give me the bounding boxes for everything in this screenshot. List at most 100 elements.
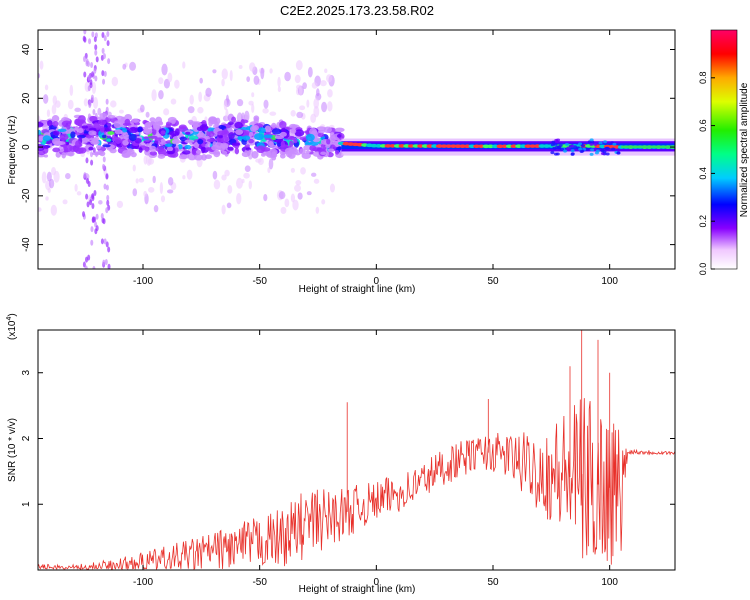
spectrogram-noise-blob <box>74 107 81 112</box>
spectrogram-band-blob <box>128 126 138 134</box>
snr-y-label: SNR (10 * v/v) <box>7 418 18 482</box>
spectrogram-streak <box>101 32 105 39</box>
spectrogram-noise-blob <box>98 200 103 205</box>
spectrogram-noise-blob <box>170 98 177 105</box>
spectrogram-band-blob <box>215 142 224 148</box>
spectrogram-noise-blob <box>236 177 243 189</box>
spectrogram-band-blob <box>320 151 327 156</box>
spectrogram-band-blob <box>160 130 166 135</box>
spectrogram-band-blob <box>605 146 610 150</box>
spectrogram-band-blob <box>301 152 311 159</box>
spectrogram-band-blob <box>320 143 327 151</box>
spectrogram-band-blob <box>209 130 215 138</box>
x-tick-label: 0 <box>374 577 380 588</box>
spectrogram-band-blob <box>88 127 97 131</box>
y-tick-label: 40 <box>21 44 32 56</box>
spectrogram-band-blob <box>589 138 594 142</box>
spectrogram-band-blob <box>234 147 240 155</box>
spectrogram-x-axis: -100 -50 0 50 100 <box>133 30 618 287</box>
spectrogram-noise-blob <box>306 99 310 108</box>
spectrogram-streak <box>83 36 87 43</box>
spectrogram-band-blob <box>52 121 59 127</box>
spectrogram-noise-blob <box>221 78 225 87</box>
spectrogram-streak <box>90 62 94 69</box>
spectrogram-band-blob <box>52 147 61 153</box>
spectrogram-band-blob <box>74 147 84 155</box>
snr-x-label: Height of straight line (km) <box>299 584 416 595</box>
spectrogram-band-blob <box>555 152 560 156</box>
spectrogram-noise-blob <box>187 106 195 114</box>
spectrogram-band-blob <box>289 140 294 148</box>
spectrogram-noise-blob <box>284 198 290 208</box>
spectrogram-noise-blob <box>38 207 42 212</box>
spectrogram-band-blob <box>245 146 250 151</box>
spectrogram-noise-blob <box>39 60 44 70</box>
spectrogram-streak <box>93 36 97 43</box>
spectrogram-band-blob <box>265 151 272 157</box>
spectrogram-noise-blob <box>145 111 150 118</box>
spectrogram-streak <box>91 202 95 209</box>
spectrogram-noise-blob <box>198 91 203 103</box>
spectrogram-noise-blob <box>255 158 262 163</box>
spectrogram-noise-blob <box>122 63 127 70</box>
spectrogram-streak <box>84 265 88 269</box>
spectrogram-band-blob <box>581 144 586 148</box>
spectrogram-noise-blob <box>111 76 119 87</box>
spectrogram-noise-blob <box>46 109 51 118</box>
spectrogram-band-blob <box>326 138 331 145</box>
spectrogram-streak <box>92 108 96 115</box>
spectrogram-band-blob <box>328 136 336 143</box>
spectrogram-band-blob <box>168 131 179 136</box>
snr-background <box>38 330 675 570</box>
x-tick-label: 50 <box>487 276 499 287</box>
spectrogram-streak <box>93 190 97 197</box>
spectrogram-noise-blob <box>65 172 71 180</box>
spectrogram-noise-blob <box>167 72 173 83</box>
spectrogram-noise-blob <box>152 175 156 184</box>
spectrogram-band-blob <box>128 133 137 141</box>
spectrogram-streak <box>107 246 111 253</box>
spectrogram-noise-blob <box>138 177 145 183</box>
spectrogram-streak <box>85 60 89 67</box>
colorbar-tick-label: 0.2 <box>698 215 708 228</box>
spectrogram-band-blob <box>251 150 259 159</box>
spectrogram-streak <box>90 94 94 101</box>
spectrogram-noise-blob <box>163 108 170 116</box>
spectrogram-band-blob <box>252 124 259 131</box>
spectrogram-band-blob <box>90 139 100 145</box>
spectrogram-band-blob <box>323 126 332 134</box>
spectrogram-streak <box>85 157 89 164</box>
spectrogram-band-blob <box>235 129 244 135</box>
spectrogram-streak <box>106 30 110 37</box>
spectrogram-noise-blob <box>229 69 233 82</box>
spectrogram-noise-blob <box>212 69 217 74</box>
spectrogram-noise-blob <box>294 184 301 192</box>
x-tick-label: 50 <box>487 577 499 588</box>
x-tick-label: 100 <box>601 577 618 588</box>
spectrogram-band-blob <box>166 150 175 155</box>
spectrogram-noise-blob <box>197 106 204 114</box>
spectrogram-noise-blob <box>321 101 328 113</box>
spectrogram-streak <box>90 226 94 233</box>
spectrogram-noise-blob <box>42 94 49 104</box>
spectrogram-band-blob <box>122 139 129 146</box>
spectrogram-streak <box>95 56 99 63</box>
spectrogram-streak <box>105 207 109 214</box>
spectrogram-band-blob <box>184 139 195 144</box>
spectrogram-band-blob <box>294 129 305 137</box>
spectrogram-streak <box>102 53 106 60</box>
spectrogram-streak <box>87 181 91 188</box>
spectrogram-band-blob <box>130 151 137 158</box>
spectrogram-band-blob <box>205 147 213 151</box>
spectrogram-band-blob <box>208 117 218 123</box>
colorbar-tick-label: 0.6 <box>698 119 708 132</box>
spectrogram-band-blob <box>166 146 173 152</box>
spectrogram-band-blob <box>121 149 131 158</box>
spectrogram-streak <box>83 71 87 78</box>
spectrogram-noise-blob <box>251 103 255 114</box>
spectrogram-band-blob <box>57 128 67 133</box>
spectrogram-noise-blob <box>182 175 186 180</box>
spectrogram-band-blob <box>181 150 191 155</box>
spectrogram-noise-blob <box>315 206 320 214</box>
spectrogram-noise-blob <box>253 75 260 85</box>
